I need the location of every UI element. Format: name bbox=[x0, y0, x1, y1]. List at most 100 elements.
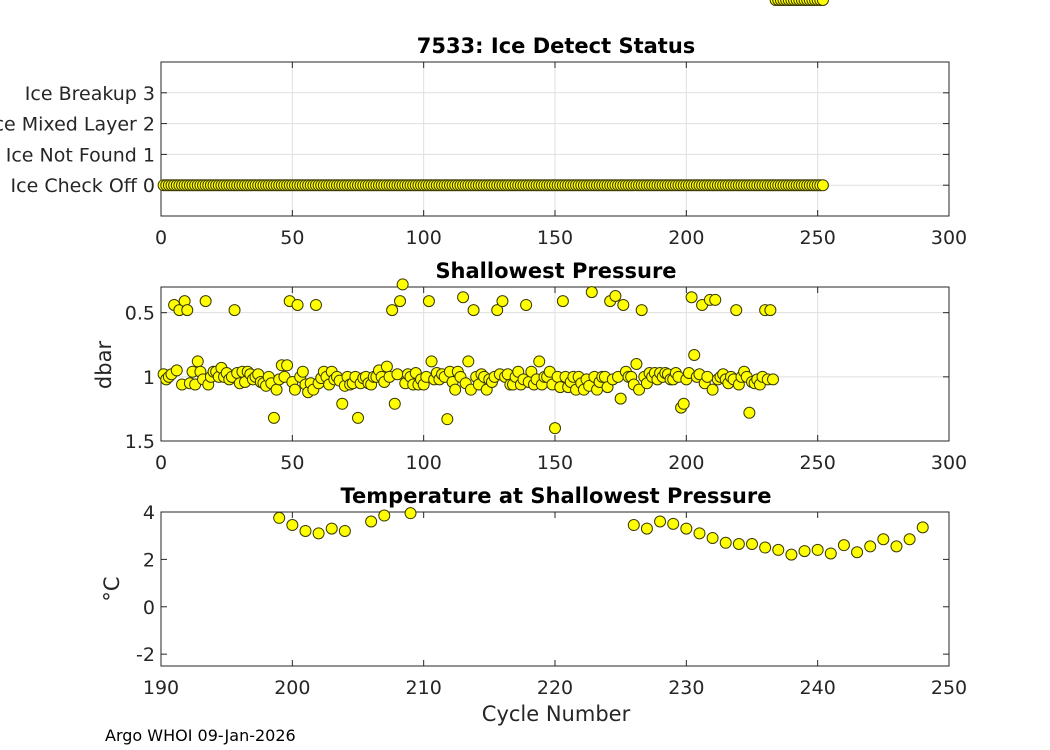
pressure-point bbox=[709, 293, 722, 306]
pressure-point bbox=[270, 383, 283, 396]
temperature-xtick-label: 240 bbox=[800, 677, 836, 699]
temperature-point bbox=[864, 540, 877, 553]
pressure-point bbox=[701, 370, 714, 383]
pressure-point bbox=[533, 355, 546, 368]
ice-xtick-label: 250 bbox=[800, 227, 836, 249]
shallowest-pressure-panel: Shallowest Pressure dbar 0 50 100 150 200 250… bbox=[92, 0, 967, 474]
temperature-point bbox=[772, 543, 785, 556]
pressure-point bbox=[288, 383, 301, 396]
temperature-point bbox=[877, 533, 890, 546]
pressure-point bbox=[380, 360, 393, 373]
ice-xtick-label: 200 bbox=[668, 227, 704, 249]
temperature-point bbox=[903, 533, 916, 546]
pressure-point bbox=[352, 411, 364, 424]
pressure-point bbox=[614, 392, 627, 405]
pressure-point bbox=[617, 298, 630, 311]
pressure-point bbox=[462, 355, 475, 368]
pressure-xtick-label: 100 bbox=[406, 452, 442, 474]
pressure-xtick-label: 200 bbox=[668, 452, 704, 474]
pressure-ytick-label: 1.5 bbox=[125, 431, 155, 453]
temperature-points bbox=[273, 507, 929, 561]
temperature-point bbox=[365, 515, 378, 528]
pressure-point bbox=[441, 413, 454, 426]
pressure-xtick-label: 0 bbox=[155, 452, 167, 474]
pressure-point bbox=[267, 411, 280, 424]
pressure-ylabel: dbar bbox=[92, 341, 116, 390]
pressure-point bbox=[816, 0, 829, 6]
temperature-point bbox=[824, 547, 837, 560]
temperature-point bbox=[286, 519, 299, 532]
temperature-point bbox=[785, 548, 798, 561]
pressure-point bbox=[181, 304, 194, 317]
ice-points bbox=[157, 179, 829, 192]
temperature-point bbox=[837, 539, 850, 552]
temperature-point bbox=[325, 522, 338, 535]
pressure-point bbox=[520, 298, 533, 311]
temperature-ytick-label: 2 bbox=[143, 549, 155, 571]
temperature-axes-box bbox=[160, 511, 950, 667]
pressure-point bbox=[449, 383, 462, 396]
pressure-point bbox=[549, 422, 561, 435]
ice-ytick-label: Ice Not Found 1 bbox=[6, 144, 155, 166]
temperature-panel: Temperature at Shallowest Pressure °C Cy… bbox=[100, 484, 967, 726]
temperature-xtick-label: 230 bbox=[668, 677, 704, 699]
pressure-point bbox=[336, 397, 349, 410]
pressure-point bbox=[425, 355, 438, 368]
temperature-point bbox=[916, 521, 929, 534]
pressure-xtick-label: 50 bbox=[280, 452, 304, 474]
pressure-points bbox=[157, 0, 829, 435]
temperature-point bbox=[732, 537, 745, 550]
temperature-ytick-label: -2 bbox=[136, 644, 155, 666]
ice-xtick-label: 300 bbox=[931, 227, 967, 249]
ice-xtick-label: 100 bbox=[406, 227, 442, 249]
ice-detect-title: 7533: Ice Detect Status bbox=[417, 34, 696, 58]
ice-ytick-label: Ice Mixed Layer 2 bbox=[0, 114, 155, 136]
temperature-point bbox=[338, 524, 351, 537]
temperature-point bbox=[654, 515, 667, 528]
temperature-point bbox=[667, 517, 680, 530]
footer-credit: Argo WHOI 09-Jan-2026 bbox=[105, 726, 296, 745]
ice-ytick-label: Ice Breakup 3 bbox=[25, 83, 155, 105]
temperature-point bbox=[746, 537, 758, 550]
temperature-point bbox=[299, 524, 312, 537]
temperature-xtick-label: 220 bbox=[537, 677, 573, 699]
ice-xtick-label: 50 bbox=[280, 227, 304, 249]
temperature-xtick-label: 250 bbox=[931, 677, 967, 699]
temperature-point bbox=[378, 509, 391, 522]
temperature-point bbox=[680, 522, 693, 535]
pressure-point bbox=[585, 286, 598, 299]
temperature-xtick-label: 200 bbox=[274, 677, 310, 699]
pressure-point bbox=[309, 298, 322, 311]
temperature-xtick-label: 190 bbox=[143, 677, 179, 699]
temperature-point bbox=[851, 546, 864, 559]
pressure-point bbox=[764, 304, 777, 317]
pressure-point bbox=[685, 291, 698, 304]
pressure-point bbox=[635, 304, 648, 317]
temperature-ylabel: °C bbox=[100, 576, 124, 601]
temperature-point bbox=[811, 543, 824, 556]
ice-ytick-label: Ice Check Off 0 bbox=[11, 175, 155, 197]
pressure-point bbox=[706, 383, 719, 396]
temperature-ytick-label: 4 bbox=[143, 502, 155, 524]
temperature-point bbox=[798, 545, 811, 558]
pressure-point bbox=[291, 298, 304, 311]
pressure-point bbox=[633, 383, 646, 396]
pressure-point bbox=[199, 295, 212, 308]
temperature-point bbox=[404, 507, 417, 520]
temperature-xtick-label: 210 bbox=[406, 677, 442, 699]
pressure-point bbox=[743, 406, 756, 419]
temperature-xlabel: Cycle Number bbox=[482, 702, 631, 726]
pressure-ytick-label: 1 bbox=[143, 367, 155, 389]
pressure-point bbox=[281, 359, 294, 372]
ice-detect-panel: 7533: Ice Detect Status 0 50 100 150 200 250 3… bbox=[0, 34, 967, 249]
pressure-point bbox=[767, 373, 780, 386]
pressure-point bbox=[677, 397, 690, 410]
pressure-point bbox=[457, 291, 470, 304]
temperature-title: Temperature at Shallowest Pressure bbox=[341, 484, 772, 508]
pressure-point bbox=[228, 304, 241, 317]
ice-xtick-label: 0 bbox=[155, 227, 167, 249]
pressure-xtick-label: 250 bbox=[800, 452, 836, 474]
pressure-point bbox=[688, 349, 701, 362]
temperature-point bbox=[693, 527, 706, 540]
pressure-xtick-label: 300 bbox=[931, 452, 967, 474]
